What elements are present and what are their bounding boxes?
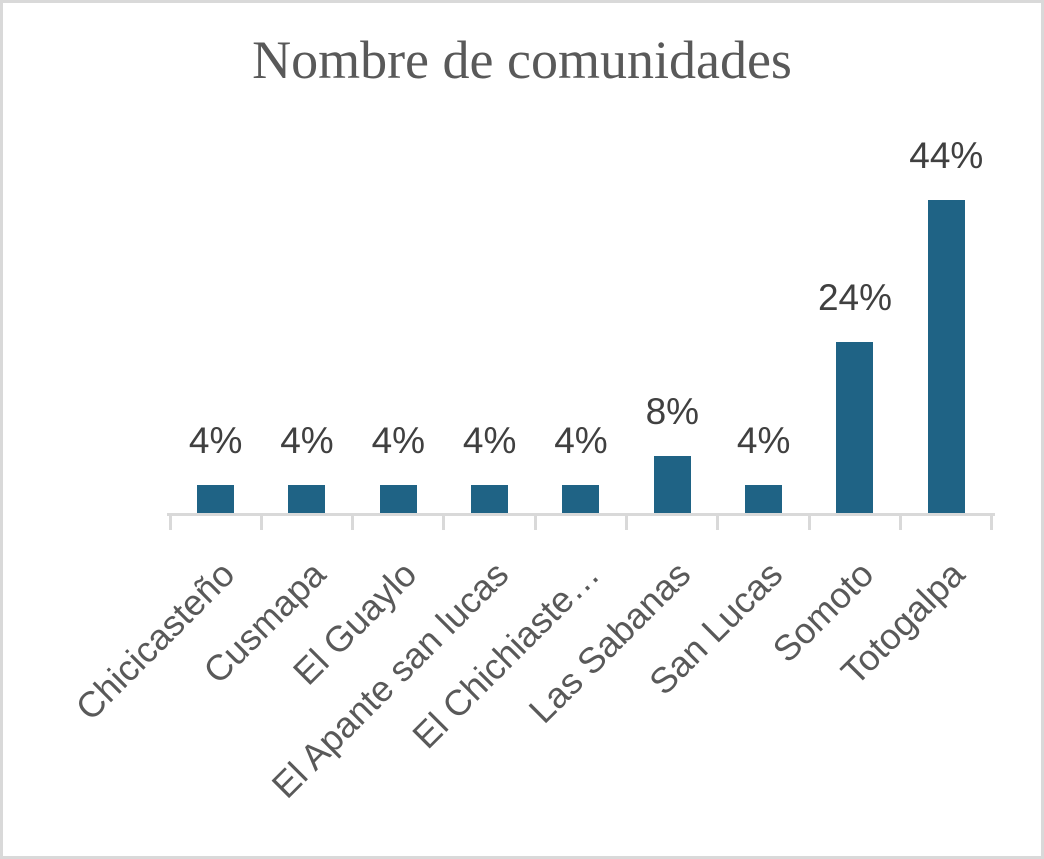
- bar: [562, 484, 600, 513]
- bar: [379, 484, 417, 513]
- x-axis-tick: [625, 513, 629, 530]
- bar-value-label: 4%: [462, 419, 517, 461]
- bar: [197, 484, 235, 513]
- x-axis-tick: [533, 513, 537, 530]
- bar: [836, 342, 874, 513]
- x-axis-tick: [351, 513, 355, 530]
- bar-value-label: 4%: [554, 419, 608, 461]
- x-axis-tick: [716, 513, 720, 530]
- bar: [927, 200, 965, 513]
- x-axis-tick: [899, 513, 903, 530]
- bar-value-label: 4%: [280, 419, 334, 461]
- bar: [745, 484, 783, 513]
- bar-value-label: 4%: [736, 419, 791, 461]
- bar-value-label: 24%: [817, 277, 892, 319]
- bar: [288, 484, 326, 513]
- bar: [471, 484, 509, 513]
- x-axis-tick: [168, 513, 172, 530]
- bar-value-label: 4%: [371, 419, 426, 461]
- bar: [653, 456, 691, 513]
- x-axis-tick: [442, 513, 446, 530]
- x-axis-line: [167, 513, 995, 516]
- chart-title: Nombre de comunidades: [252, 30, 792, 90]
- x-axis-tick: [807, 513, 811, 530]
- x-axis-tick: [990, 513, 994, 530]
- x-axis-tick: [259, 513, 263, 530]
- bar-value-label: 44%: [909, 135, 984, 177]
- bar-value-label: 8%: [645, 391, 700, 433]
- bar-value-label: 4%: [188, 419, 243, 461]
